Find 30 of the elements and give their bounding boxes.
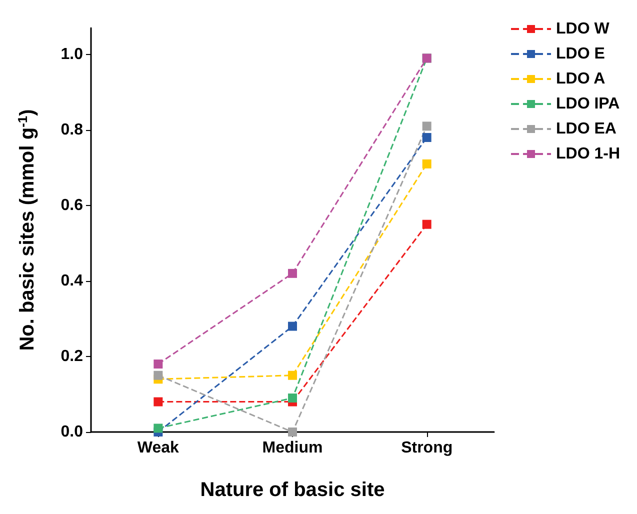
y-tick-label: 0.8 — [60, 121, 84, 138]
legend-label: LDO EA — [556, 120, 617, 138]
legend-label: LDO IPA — [556, 96, 620, 112]
y-tick-label: 0.0 — [60, 424, 84, 440]
point — [422, 132, 432, 142]
y-tick-label: 0.4 — [60, 272, 84, 290]
point — [422, 122, 432, 131]
x-tick-label: Weak — [137, 440, 180, 456]
point — [154, 397, 163, 406]
y-tick-label: 0.6 — [60, 196, 84, 214]
point — [154, 424, 163, 433]
legend-label: LDO W — [556, 20, 610, 38]
legend-label: LDO E — [556, 46, 606, 62]
point — [154, 360, 163, 369]
x-tick-label: Medium — [262, 440, 323, 456]
point — [422, 159, 432, 168]
x-tick-label: Strong — [401, 440, 453, 456]
point — [288, 322, 297, 331]
point — [288, 370, 297, 380]
point — [154, 370, 163, 380]
legend-label: LDO 1-H — [556, 146, 620, 162]
point — [288, 394, 297, 403]
y-axis-title: No. basic sites (mmol g-1) — [15, 109, 38, 351]
legend-label: LDO A — [556, 70, 606, 88]
point — [422, 220, 432, 229]
x-axis-title: Nature of basic site — [200, 479, 385, 501]
point — [288, 428, 297, 436]
y-tick-label: 1.0 — [60, 46, 84, 63]
point — [288, 268, 297, 278]
y-tick-label: 0.2 — [60, 348, 84, 365]
